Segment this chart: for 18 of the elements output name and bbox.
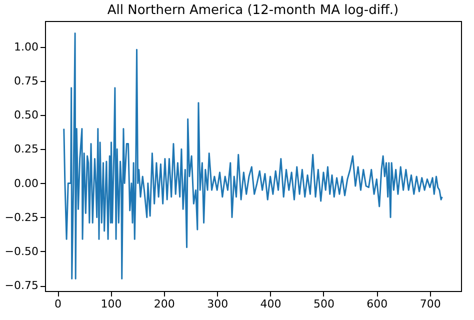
x-tick-label: 100	[100, 298, 122, 310]
y-tick-label: −0.75	[4, 279, 38, 292]
y-tick-label: −0.50	[4, 244, 38, 258]
x-tick-label: 500	[313, 298, 334, 310]
y-tick-label: 0.75	[14, 74, 38, 88]
y-tick-label: 1.00	[14, 40, 38, 54]
x-tick-label: 600	[366, 298, 388, 310]
x-tick-label: 0	[54, 298, 62, 310]
y-tick-label: 0.00	[14, 176, 38, 190]
x-tick-label: 400	[260, 298, 282, 310]
y-tick-label: 0.50	[14, 108, 38, 122]
line-series	[63, 32, 443, 280]
x-tick-label: 700	[420, 298, 441, 310]
y-tick-label: −0.25	[4, 210, 38, 224]
chart-title: All Northern America (12-month MA log-diff.)	[107, 3, 399, 18]
x-tick-label: 300	[207, 298, 228, 310]
x-tick-label: 200	[154, 298, 175, 310]
y-tick-label: 0.25	[14, 142, 38, 156]
